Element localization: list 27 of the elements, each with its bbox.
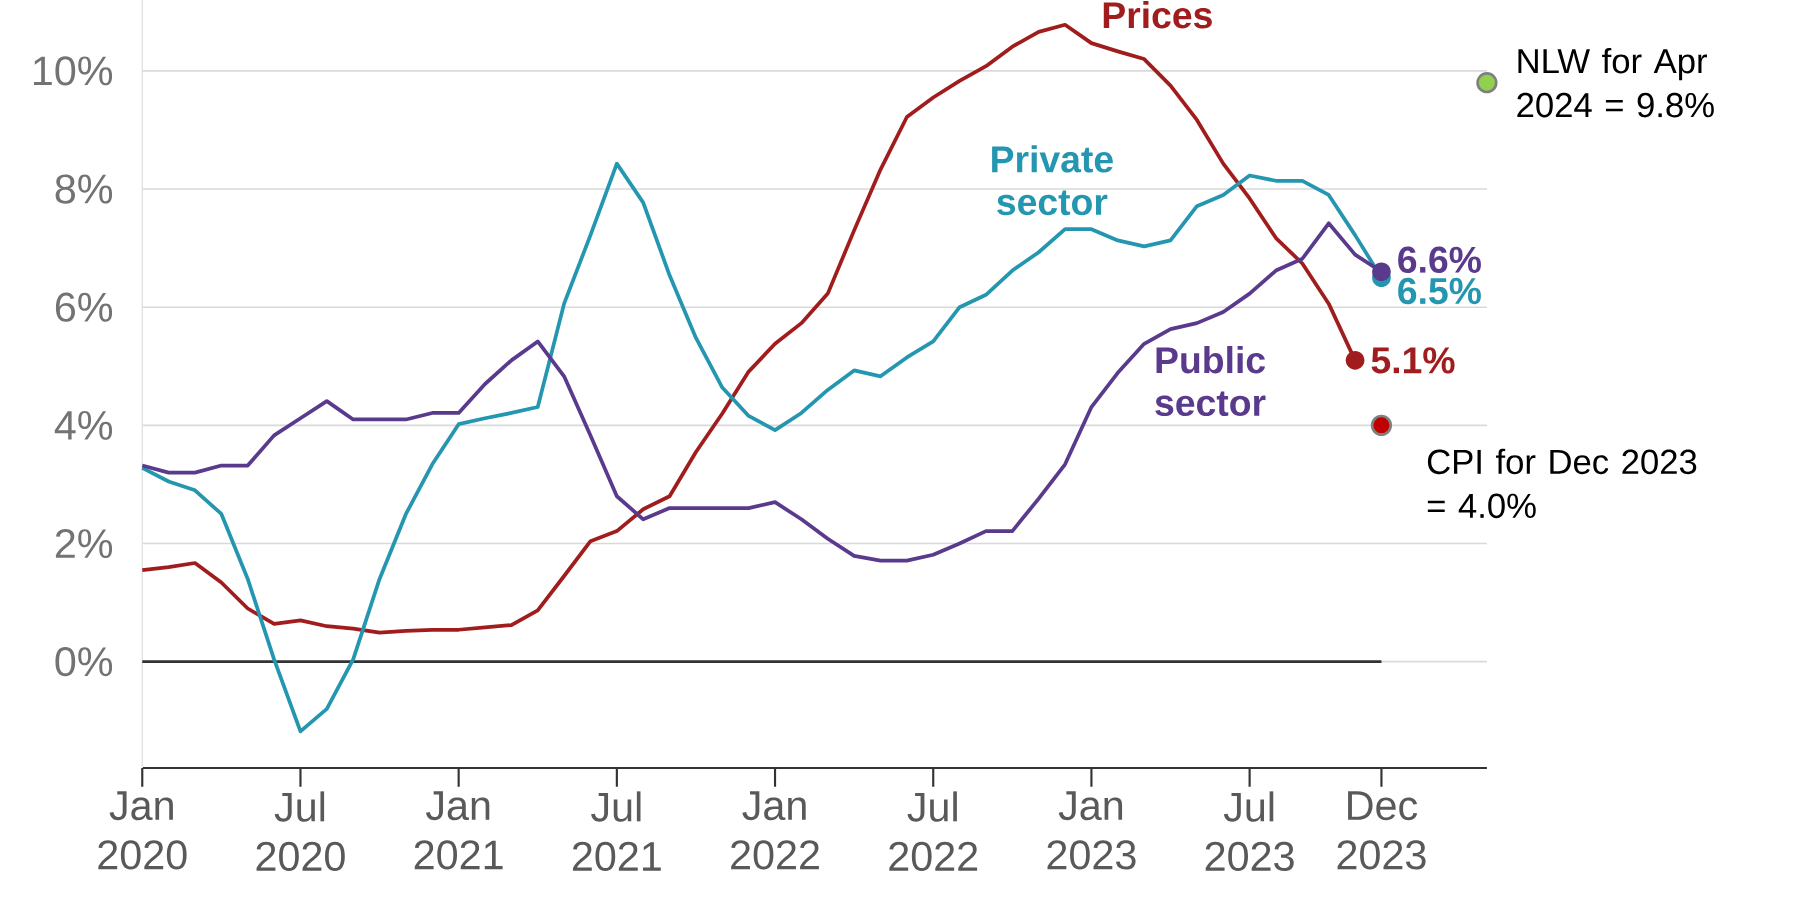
- x-tick-label: Jan 2022: [731, 791, 819, 870]
- series-label: Public sector: [1155, 346, 1266, 417]
- x-tick-label: Dec 2023: [1337, 791, 1426, 870]
- series-label: Private sector: [992, 145, 1113, 216]
- data-label: 5.1%: [1371, 347, 1455, 374]
- y-tick-label: 10%: [33, 56, 113, 86]
- x-tick-label: Jan 2020: [98, 791, 187, 870]
- y-tick-label: 6%: [55, 292, 113, 322]
- annotation: NLW for Apr 2024 = 9.8%: [1517, 47, 1714, 118]
- point: [1345, 351, 1365, 370]
- point: [1370, 414, 1393, 437]
- x-tick-label: Jul 2022: [889, 791, 978, 872]
- y-tick-label: 2%: [55, 528, 113, 559]
- point: [1476, 72, 1498, 94]
- x-tick-label: Jul 2020: [256, 791, 345, 872]
- y-tick-label: 4%: [54, 410, 113, 440]
- x-tick-label: Jul 2021: [572, 791, 661, 872]
- x-tick-label: Jan 2021: [414, 791, 503, 870]
- point: [1372, 262, 1391, 282]
- y-tick-label: 0%: [55, 647, 113, 677]
- data-label: 6.6%: [1398, 246, 1481, 273]
- data-label: 6.5%: [1398, 277, 1481, 305]
- series-label: Prices: [1103, 1, 1212, 29]
- x-tick-label: Jul 2023: [1205, 791, 1294, 872]
- x-tick-label: Jan 2023: [1047, 791, 1136, 870]
- annotation: CPI for Dec 2023 = 4.0%: [1427, 448, 1697, 519]
- y-tick-label: 8%: [55, 174, 113, 204]
